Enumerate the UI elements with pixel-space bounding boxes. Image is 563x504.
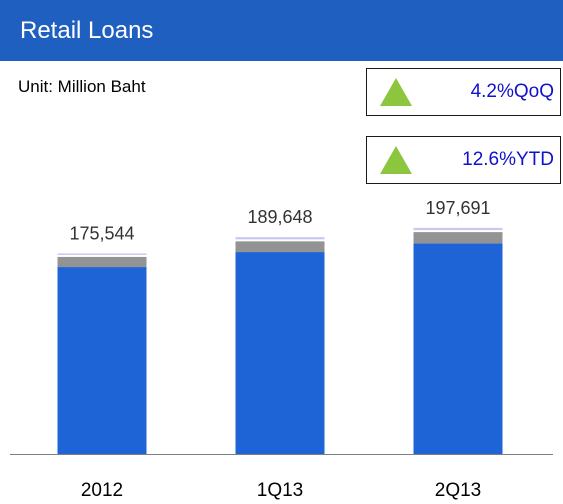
bar-segment-1Q13-s0 bbox=[235, 252, 325, 454]
bar-segment-1Q13-s2 bbox=[235, 237, 325, 240]
bar-segment-2012-s2 bbox=[57, 253, 147, 255]
bar-total-label: 197,691 bbox=[425, 198, 490, 218]
bar-segment-2Q13-s2 bbox=[413, 227, 503, 231]
unit-label: Unit: Million Baht bbox=[18, 77, 146, 96]
bar-segment-2Q13-s0 bbox=[413, 243, 503, 454]
bar-total-label: 189,648 bbox=[247, 207, 312, 227]
x-tick-label: 1Q13 bbox=[257, 480, 303, 501]
page-title: Retail Loans bbox=[20, 17, 154, 44]
x-tick-label: 2012 bbox=[81, 480, 123, 501]
bar-segment-1Q13-s1 bbox=[235, 241, 325, 253]
bar-total-label: 175,544 bbox=[69, 223, 134, 243]
bar-segment-2Q13-s1 bbox=[413, 232, 503, 244]
header-bar: Retail Loans bbox=[0, 0, 563, 61]
kpi-qoq-value: 4.2%QoQ bbox=[470, 81, 554, 102]
x-tick-label: 2Q13 bbox=[435, 480, 481, 501]
bar-segment-2012-s1 bbox=[57, 256, 147, 268]
kpi-ytd-value: 12.6%YTD bbox=[462, 149, 554, 170]
up-triangle-icon bbox=[380, 78, 412, 106]
up-triangle-icon bbox=[380, 146, 412, 174]
kpi-qoq-box: 4.2%QoQ bbox=[366, 68, 561, 116]
kpi-ytd-box: 12.6%YTD bbox=[366, 136, 561, 184]
bar-segment-2012-s0 bbox=[57, 267, 147, 454]
